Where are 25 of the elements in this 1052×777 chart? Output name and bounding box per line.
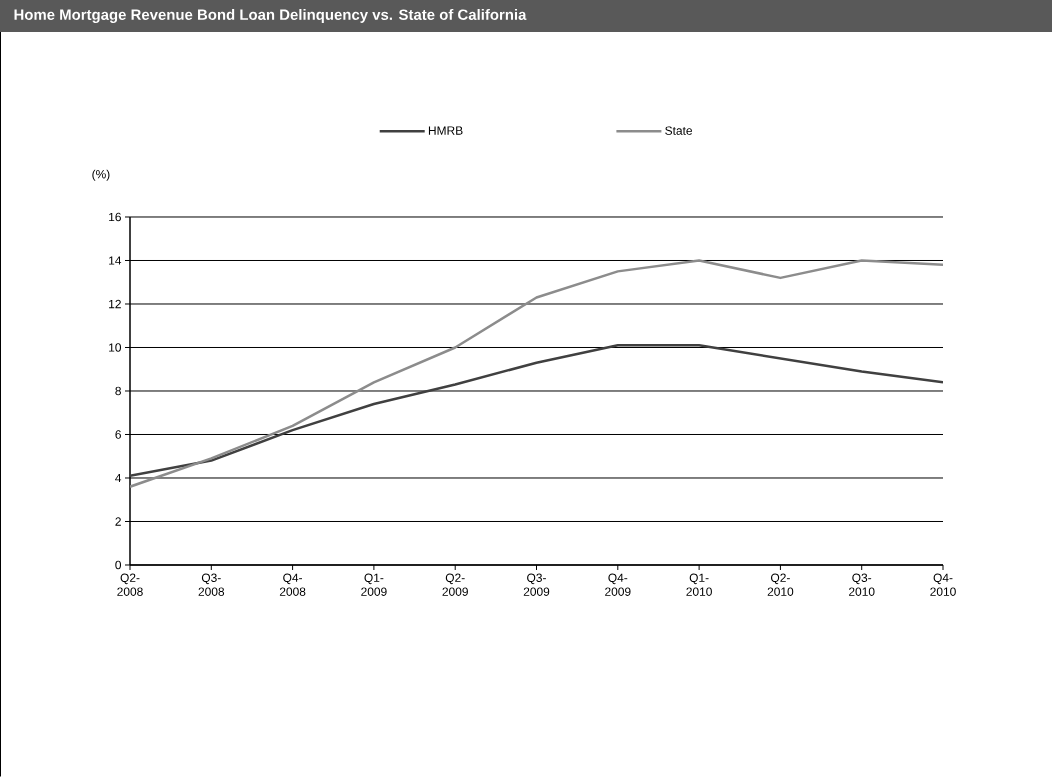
x-tick-label: Q3- 2009 bbox=[523, 573, 550, 596]
x-tick-label: Q4- 2008 bbox=[279, 573, 306, 596]
y-tick-label: 6 bbox=[115, 430, 121, 439]
x-tick-label: Q3- 2010 bbox=[849, 573, 875, 596]
legend-label: HMRB bbox=[428, 126, 463, 135]
y-tick-label: 4 bbox=[115, 473, 122, 483]
y-tick-label: 14 bbox=[109, 256, 122, 265]
x-tick-label: Q1- 2010 bbox=[686, 573, 712, 596]
x-tick-label: Q2- 2009 bbox=[442, 573, 468, 596]
x-tick-label: Q2- 2010 bbox=[767, 573, 794, 596]
y-tick-label: 16 bbox=[109, 212, 121, 222]
legend-label: State bbox=[665, 126, 693, 135]
y-tick-label: 2 bbox=[115, 517, 121, 526]
x-tick-label: Q1- 2009 bbox=[361, 573, 387, 596]
y-tick-label: 10 bbox=[109, 343, 122, 352]
x-tick-label: Q3- 2008 bbox=[198, 573, 225, 596]
y-axis-title: (%) bbox=[92, 169, 110, 181]
x-tick-label: Q2- 2008 bbox=[117, 573, 143, 596]
y-tick-label: 12 bbox=[109, 299, 121, 309]
y-tick-label: 0 bbox=[115, 560, 122, 570]
chart-title: Home Mortgage Revenue Bond Loan Delinquency vs. State of California bbox=[14, 8, 527, 23]
x-tick-label: Q4- 2010 bbox=[930, 573, 956, 596]
line-series bbox=[130, 259, 944, 488]
y-tick-label: 8 bbox=[115, 386, 121, 396]
x-tick-label: Q4- 2009 bbox=[605, 573, 631, 596]
